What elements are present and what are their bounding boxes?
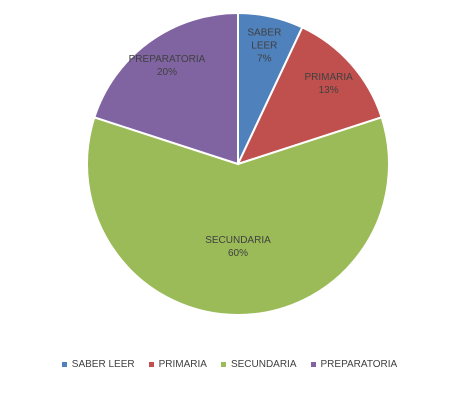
legend-swatch <box>220 362 226 367</box>
legend-item: PREPARATORIA <box>310 359 398 370</box>
pie-slice <box>236 26 383 166</box>
legend-label: SECUNDARIA <box>230 359 297 370</box>
legend-label: SABER LEER <box>71 359 135 370</box>
legend: SABER LEER PRIMARIA SECUNDARIA PREPARATORIA <box>0 359 459 370</box>
data-label-value: 7% <box>257 53 272 65</box>
data-label: PRIMARIA 13% <box>289 71 369 97</box>
legend-swatch <box>61 362 67 367</box>
data-label: SABER LEER 7% <box>224 27 304 66</box>
data-label: SECUNDARIA 60% <box>198 234 278 260</box>
pie-slice <box>86 116 390 316</box>
legend-item: PRIMARIA <box>148 359 207 370</box>
legend-label: PRIMARIA <box>158 359 207 370</box>
pie-slice <box>93 11 239 166</box>
legend-swatch <box>310 362 316 367</box>
data-label-category: PREPARATORIA <box>128 54 206 66</box>
data-label-category: PRIMARIA <box>304 72 353 84</box>
legend-item: SABER LEER <box>61 359 135 370</box>
legend-swatch <box>148 362 154 367</box>
data-label-category: SECUNDARIA <box>205 235 271 247</box>
data-label-value: 20% <box>156 67 177 79</box>
data-label-value: 60% <box>227 248 248 260</box>
legend-item: SECUNDARIA <box>220 359 297 370</box>
data-label-value: 13% <box>318 85 339 97</box>
data-label-category: SABER LEER <box>247 27 282 52</box>
legend-label: PREPARATORIA <box>320 359 398 370</box>
data-label: PREPARATORIA 20% <box>127 53 207 79</box>
